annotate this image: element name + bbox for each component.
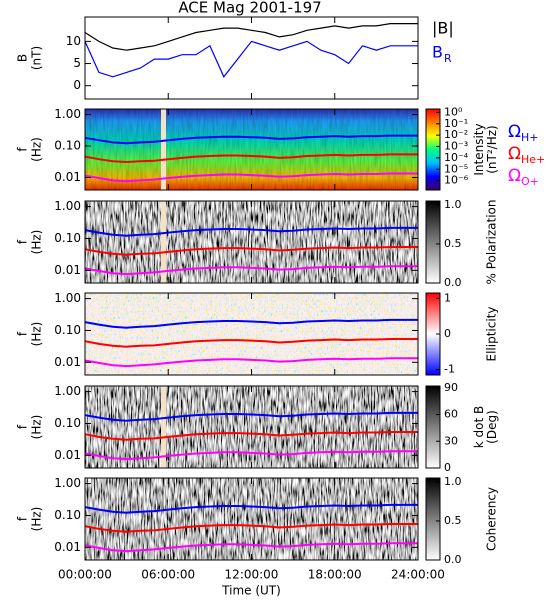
x-tick-label: 24:00:00	[391, 568, 445, 582]
colorbar	[425, 108, 441, 191]
gyrofrequency-line	[84, 134, 418, 145]
y-axis-label: (Hz)	[30, 322, 44, 347]
gyrofrequency-line	[84, 357, 418, 368]
y-tick-label: 0.01	[54, 448, 81, 462]
colorbar-tick-label: 0.5	[444, 514, 462, 527]
y-axis-label: (Hz)	[30, 137, 44, 162]
colorbar-label: (Deg)	[485, 410, 499, 444]
colorbar-label: k dot B	[472, 406, 486, 448]
legend-label: B	[432, 43, 443, 62]
colorbar-tick-label: 90	[444, 381, 458, 394]
colorbar-tick-label: 10⁻²	[444, 128, 468, 141]
colorbar	[425, 385, 441, 469]
colorbar-tick-label: 10⁰	[444, 105, 463, 118]
legend-label: Ω	[508, 122, 521, 142]
gyrofrequency-line	[84, 265, 418, 276]
colorbar-tick-label: -1	[444, 363, 455, 376]
y-axis-label: f	[16, 147, 30, 152]
x-tick-label: 06:00:00	[141, 568, 195, 582]
legend-subscript: He+	[521, 153, 545, 166]
y-tick-label: 0.10	[54, 231, 81, 245]
colorbar-tick-label: 1	[444, 291, 451, 304]
y-tick-label: 0.01	[54, 263, 81, 277]
legend-subscript: R	[444, 52, 452, 65]
gyrofrequency-line	[84, 172, 418, 183]
y-axis-label: f	[16, 424, 30, 429]
y-axis-label: (Hz)	[30, 415, 44, 440]
colorbar-label: Coherency	[485, 487, 499, 551]
colorbar-tick-label: 1.0	[444, 475, 462, 488]
gyrofrequency-line	[84, 542, 418, 553]
y-tick-label: 1.00	[54, 291, 81, 305]
colorbar-tick-label: 10⁻⁶	[444, 174, 469, 187]
y-axis-label: f	[16, 331, 30, 336]
colorbar-tick-label: 60	[444, 408, 458, 421]
y-tick-label: 0.10	[54, 508, 81, 522]
colorbar-tick-label: 10⁻³	[444, 140, 468, 153]
y-axis-label: (Hz)	[30, 230, 44, 255]
legend-subscript: H+	[521, 131, 539, 144]
data-line	[84, 23, 418, 51]
gyrofrequency-line	[84, 450, 418, 461]
y-tick-label: 0.10	[54, 416, 81, 430]
legend-label: |B|	[432, 19, 454, 38]
colorbar-label: (nT²/Hz)	[485, 125, 499, 173]
y-axis-label: (nT)	[30, 46, 44, 70]
colorbar	[425, 200, 441, 284]
y-axis-label: B	[16, 54, 30, 62]
colorbar-tick-label: 10⁻⁵	[444, 162, 468, 175]
y-axis-label: f	[16, 516, 30, 521]
colorbar-tick-label: 10⁻⁴	[444, 151, 469, 164]
y-tick-label: 0.01	[54, 540, 81, 554]
y-tick-label: 1.00	[54, 107, 81, 121]
gyrofrequency-line	[84, 503, 418, 514]
x-axis-label: Time (UT)	[221, 584, 281, 598]
y-tick-label: 5	[73, 56, 81, 70]
y-tick-label: 0.10	[54, 323, 81, 337]
colorbar-tick-label: 0.0	[444, 553, 462, 566]
legend-label: Ω	[508, 166, 521, 186]
y-axis-label: f	[16, 239, 30, 244]
gyrofrequency-line	[84, 246, 418, 256]
colorbar-tick-label: 1.0	[444, 198, 462, 211]
gyrofrequency-line	[84, 338, 418, 348]
gyrofrequency-line	[84, 153, 418, 164]
colorbar-label: Intensity	[472, 123, 486, 175]
colorbar-tick-label: 0	[444, 327, 451, 340]
title: ACE Mag 2001-197	[178, 0, 321, 17]
legend-label: Ω	[508, 144, 521, 164]
y-tick-label: 0.01	[54, 355, 81, 369]
y-tick-label: 1.00	[54, 476, 81, 490]
y-tick-label: 0	[73, 78, 81, 92]
x-tick-label: 12:00:00	[225, 568, 279, 582]
colorbar	[425, 477, 441, 561]
colorbar-tick-label: 0.5	[444, 237, 462, 250]
gyrofrequency-line	[84, 318, 418, 329]
plot-frame	[84, 16, 419, 100]
y-tick-label: 0.10	[54, 139, 81, 153]
data-line	[84, 40, 418, 78]
y-axis-label: (Hz)	[30, 507, 44, 532]
y-tick-label: 10	[66, 34, 81, 48]
gyrofrequency-line	[84, 411, 418, 422]
legend-subscript: O+	[521, 175, 539, 188]
colorbar-tick-label: 0.0	[444, 276, 462, 289]
spectrogram-images	[85, 109, 418, 560]
x-tick-label: 18:00:00	[308, 568, 362, 582]
colorbar-tick-label: 0	[444, 461, 451, 474]
y-tick-label: 1.00	[54, 199, 81, 213]
colorbar-label: Ellipticity	[485, 307, 499, 362]
y-tick-label: 1.00	[54, 384, 81, 398]
y-tick-label: 0.01	[54, 170, 81, 184]
colorbar-label: % Polarization	[485, 200, 499, 285]
x-tick-label: 00:00:00	[58, 568, 112, 582]
colorbar-tick-label: 10⁻¹	[444, 117, 468, 130]
gyrofrequency-line	[84, 431, 418, 441]
gyrofrequency-line	[84, 523, 418, 533]
colorbar-tick-label: 30	[444, 434, 458, 447]
gyrofrequency-line	[84, 226, 418, 237]
